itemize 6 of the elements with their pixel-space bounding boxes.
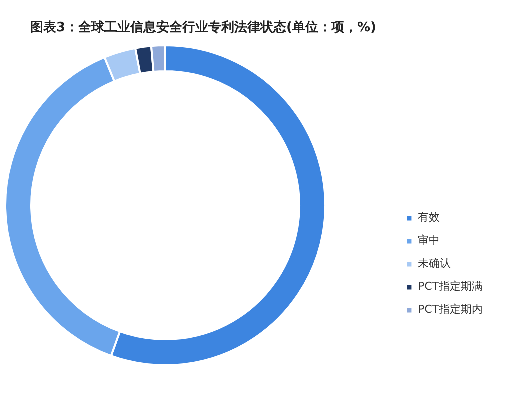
legend-label: 有效	[418, 210, 440, 225]
chart-title: 图表3：全球工业信息安全行业专利法律状态(单位：项，%)	[30, 20, 376, 36]
legend-label: 审中	[418, 233, 440, 248]
legend-label: PCT指定期满	[418, 279, 484, 294]
legend-label: PCT指定期内	[418, 302, 484, 317]
legend-label: 未确认	[418, 256, 451, 271]
